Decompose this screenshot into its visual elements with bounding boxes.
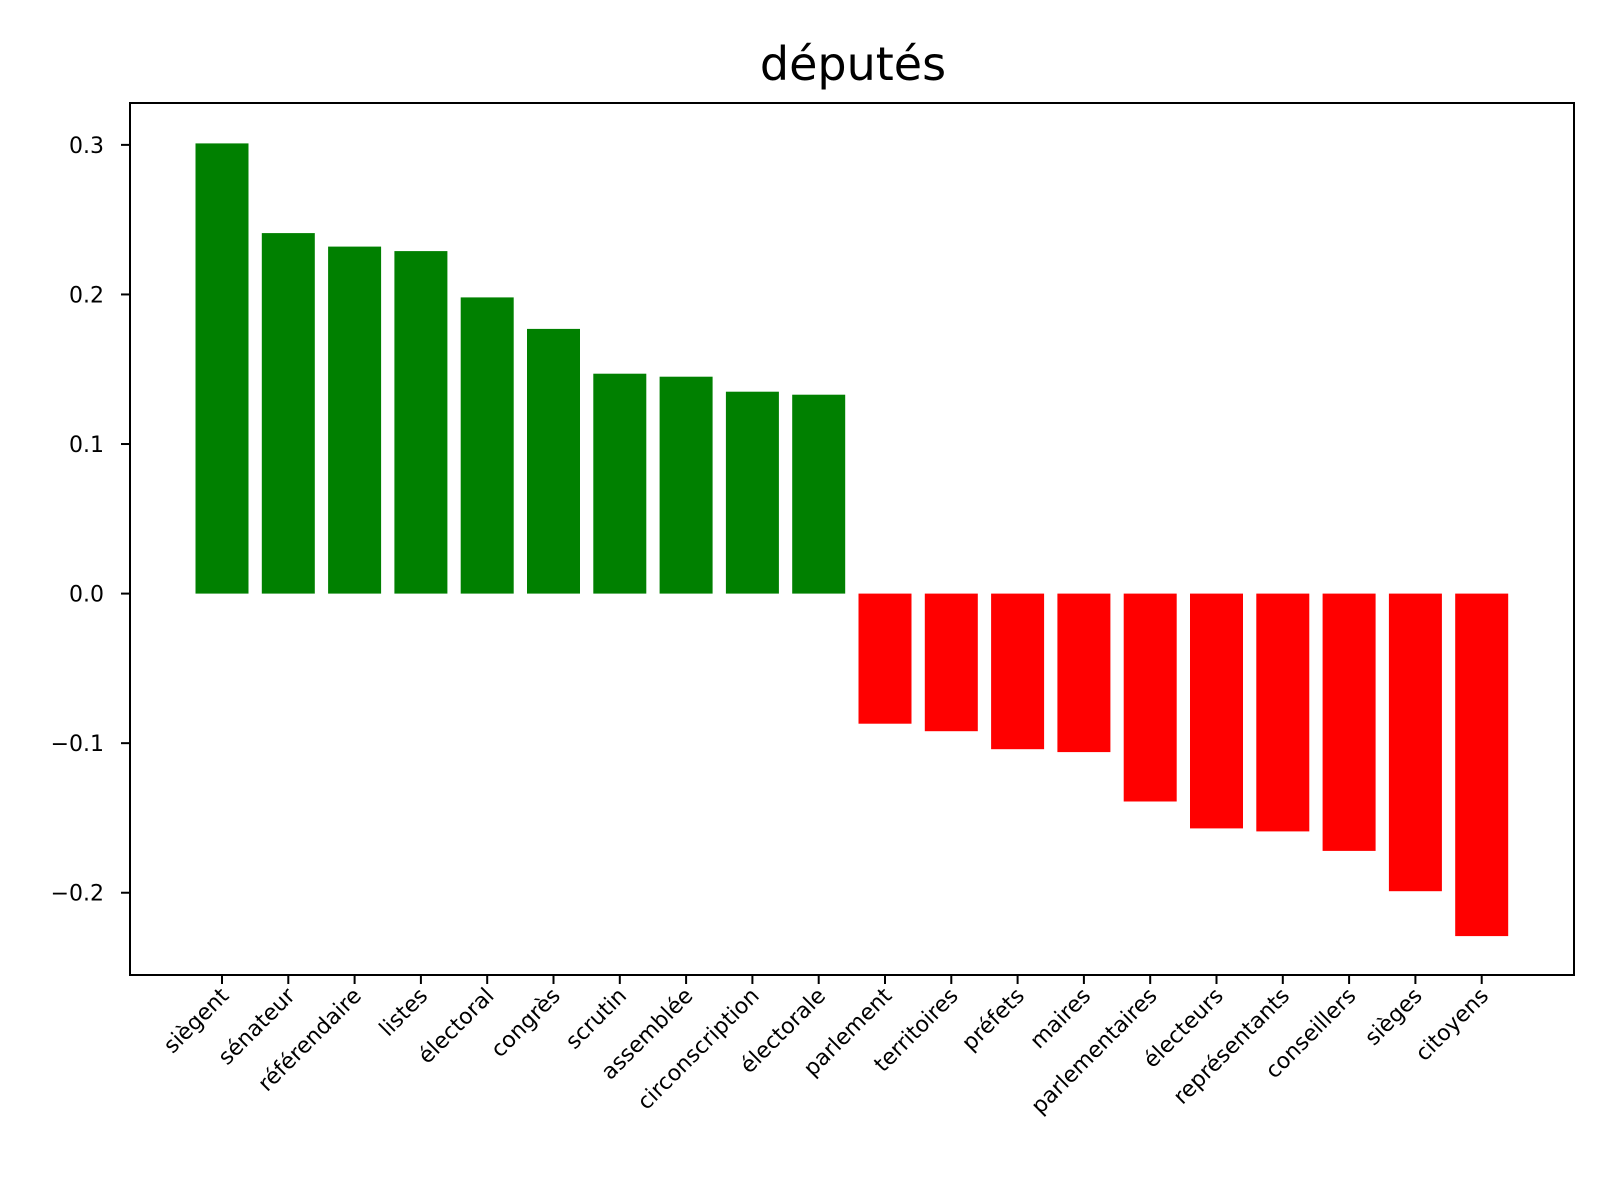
- bars-group: [196, 143, 1509, 936]
- bar: [726, 392, 779, 594]
- bar: [1057, 594, 1110, 753]
- bar: [991, 594, 1044, 750]
- y-tick-label: 0.1: [69, 433, 104, 458]
- bar: [461, 297, 514, 593]
- bar: [527, 329, 580, 594]
- bar: [1455, 594, 1508, 937]
- y-tick-label: 0.0: [69, 583, 104, 608]
- x-tick-label: préfets: [957, 984, 1029, 1056]
- bar: [660, 377, 713, 594]
- y-tick-label: 0.3: [69, 134, 104, 159]
- bar: [792, 395, 845, 594]
- x-tick-label: circonscription: [633, 984, 765, 1116]
- y-tick-label: 0.2: [69, 283, 104, 308]
- x-tick-label: congrès: [487, 984, 566, 1063]
- bar: [1190, 594, 1243, 829]
- bar: [859, 594, 912, 724]
- y-tick-label: −0.1: [51, 732, 104, 757]
- bar: [593, 374, 646, 594]
- x-tick-label: sièges: [1360, 984, 1427, 1051]
- bar: [1256, 594, 1309, 832]
- bar: [262, 233, 315, 593]
- bar: [196, 143, 249, 593]
- x-tick-label: citoyens: [1411, 984, 1494, 1067]
- bar: [1389, 594, 1442, 892]
- y-tick-label: −0.2: [51, 882, 104, 907]
- bar: [1124, 594, 1177, 802]
- bar: [394, 251, 447, 593]
- bar: [1323, 594, 1376, 851]
- bar: [925, 594, 978, 732]
- y-axis: −0.2 −0.1 0.0 0.1 0.2 0.3: [51, 134, 130, 907]
- chart-title: députés: [760, 37, 946, 91]
- bar: [328, 247, 381, 594]
- x-tick-label: listes: [375, 984, 433, 1042]
- x-tick-label: représentants: [1169, 984, 1295, 1110]
